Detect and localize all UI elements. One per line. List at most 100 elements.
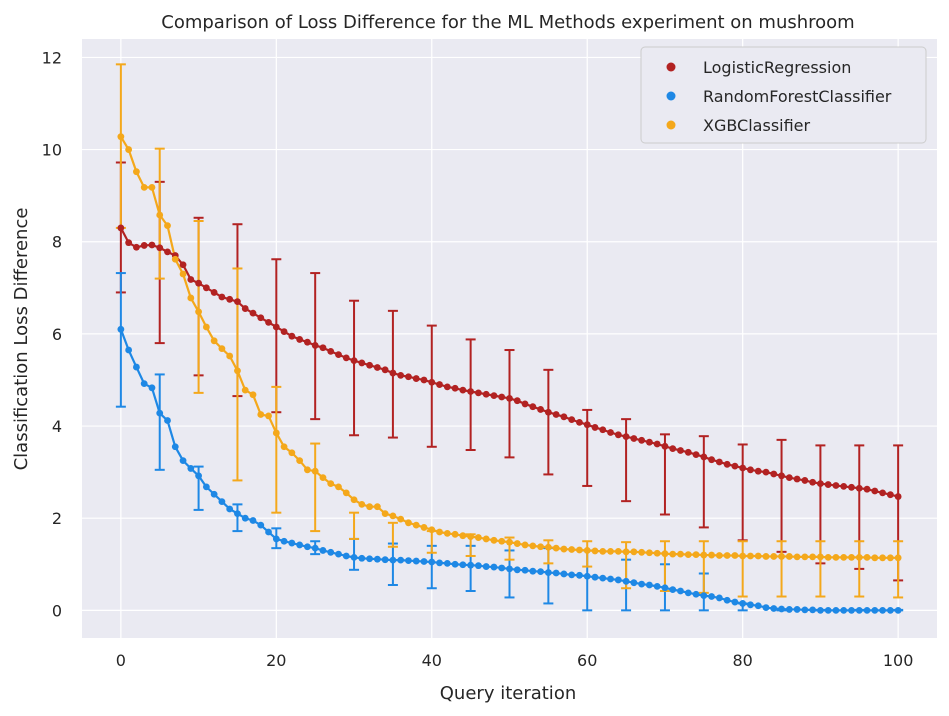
point-randomforestclassifier (428, 558, 436, 566)
point-randomforestclassifier (218, 498, 226, 506)
point-randomforestclassifier (373, 555, 381, 563)
point-logisticregression (762, 468, 770, 476)
point-xgbclassifier (723, 552, 731, 559)
point-randomforestclassifier (513, 566, 521, 574)
point-logisticregression (715, 458, 723, 466)
point-logisticregression (521, 400, 529, 408)
point-xgbclassifier (801, 553, 809, 561)
x-tick-label: 60 (577, 651, 597, 670)
point-logisticregression (459, 386, 467, 394)
point-randomforestclassifier (272, 535, 280, 543)
point-xgbclassifier (202, 323, 210, 331)
point-randomforestclassifier (661, 584, 669, 592)
point-logisticregression (373, 364, 381, 371)
y-axis-label: Classification Loss Difference (11, 208, 32, 471)
point-randomforestclassifier (583, 572, 591, 580)
point-logisticregression (202, 284, 210, 292)
point-xgbclassifier (397, 515, 405, 523)
point-xgbclassifier (591, 547, 599, 555)
point-logisticregression (638, 436, 646, 444)
point-xgbclassifier (824, 553, 832, 561)
point-xgbclassifier (622, 548, 630, 556)
point-xgbclassifier (327, 480, 335, 488)
point-logisticregression (342, 354, 350, 362)
point-logisticregression (785, 474, 793, 482)
point-logisticregression (506, 395, 513, 402)
tick-labels: 0 20 40 60 80 100 0 2 4 6 8 10 12 (42, 48, 914, 670)
point-xgbclassifier (195, 308, 202, 316)
point-randomforestclassifier (684, 589, 692, 597)
point-logisticregression (560, 413, 568, 421)
x-tick-label: 0 (116, 651, 126, 670)
point-xgbclassifier (513, 540, 521, 547)
point-randomforestclassifier (280, 537, 288, 545)
point-xgbclassifier (381, 510, 389, 517)
point-xgbclassifier (117, 133, 125, 141)
point-logisticregression (319, 344, 327, 352)
legend-label-randomforestclassifier: RandomForestClassifier (703, 87, 892, 106)
point-xgbclassifier (560, 545, 568, 553)
point-logisticregression (692, 451, 700, 459)
point-logisticregression (607, 429, 614, 436)
point-xgbclassifier (288, 449, 296, 457)
point-xgbclassifier (179, 270, 187, 278)
point-logisticregression (249, 309, 257, 317)
point-randomforestclassifier (646, 581, 653, 589)
point-randomforestclassifier (451, 560, 459, 568)
point-logisticregression (723, 460, 731, 468)
point-logisticregression (381, 366, 389, 374)
point-logisticregression (234, 298, 241, 306)
point-logisticregression (669, 445, 677, 453)
point-logisticregression (280, 328, 288, 335)
x-tick-label: 100 (883, 651, 914, 670)
point-randomforestclassifier (560, 570, 568, 578)
point-logisticregression (140, 242, 148, 249)
x-axis-label: Query iteration (440, 683, 576, 704)
point-logisticregression (265, 318, 272, 326)
errorbar-xgbclassifier (737, 540, 748, 598)
point-randomforestclassifier (311, 544, 319, 552)
point-logisticregression (583, 421, 591, 429)
point-xgbclassifier (373, 503, 381, 511)
point-xgbclassifier (848, 553, 855, 561)
legend-marker-randomforestclassifier (666, 91, 676, 101)
point-logisticregression (358, 359, 366, 367)
point-randomforestclassifier (187, 465, 195, 472)
point-randomforestclassifier (249, 517, 257, 524)
point-logisticregression (498, 393, 506, 401)
point-logisticregression (187, 276, 195, 283)
point-randomforestclassifier (552, 569, 560, 577)
point-logisticregression (490, 392, 498, 400)
point-randomforestclassifier (692, 590, 700, 598)
point-logisticregression (210, 289, 218, 296)
point-xgbclassifier (226, 352, 234, 360)
errorbar-randomforestclassifier (154, 373, 165, 471)
legend-box (640, 46, 927, 144)
point-xgbclassifier (171, 255, 179, 263)
point-randomforestclassifier (855, 606, 863, 614)
point-randomforestclassifier (420, 558, 428, 565)
point-xgbclassifier (311, 467, 319, 475)
point-randomforestclassifier (723, 596, 731, 604)
point-xgbclassifier (304, 466, 311, 474)
y-tick-label: 8 (52, 233, 62, 252)
point-xgbclassifier (684, 551, 692, 559)
point-randomforestclassifier (653, 582, 661, 590)
point-logisticregression (482, 390, 490, 398)
point-logisticregression (809, 478, 817, 486)
point-randomforestclassifier (257, 521, 265, 529)
point-logisticregression (218, 293, 226, 301)
y-tick-label: 10 (42, 141, 62, 160)
point-logisticregression (684, 448, 692, 456)
point-randomforestclassifier (148, 384, 156, 392)
point-logisticregression (125, 239, 133, 247)
point-logisticregression (296, 336, 304, 343)
point-logisticregression (599, 426, 607, 434)
point-logisticregression (241, 305, 249, 312)
point-xgbclassifier (886, 554, 894, 562)
point-randomforestclassifier (599, 574, 607, 582)
point-xgbclassifier (241, 386, 249, 394)
errorbar-xgbclassifier (310, 442, 321, 533)
point-randomforestclassifier (412, 557, 420, 565)
x-tick-label: 40 (422, 651, 442, 670)
